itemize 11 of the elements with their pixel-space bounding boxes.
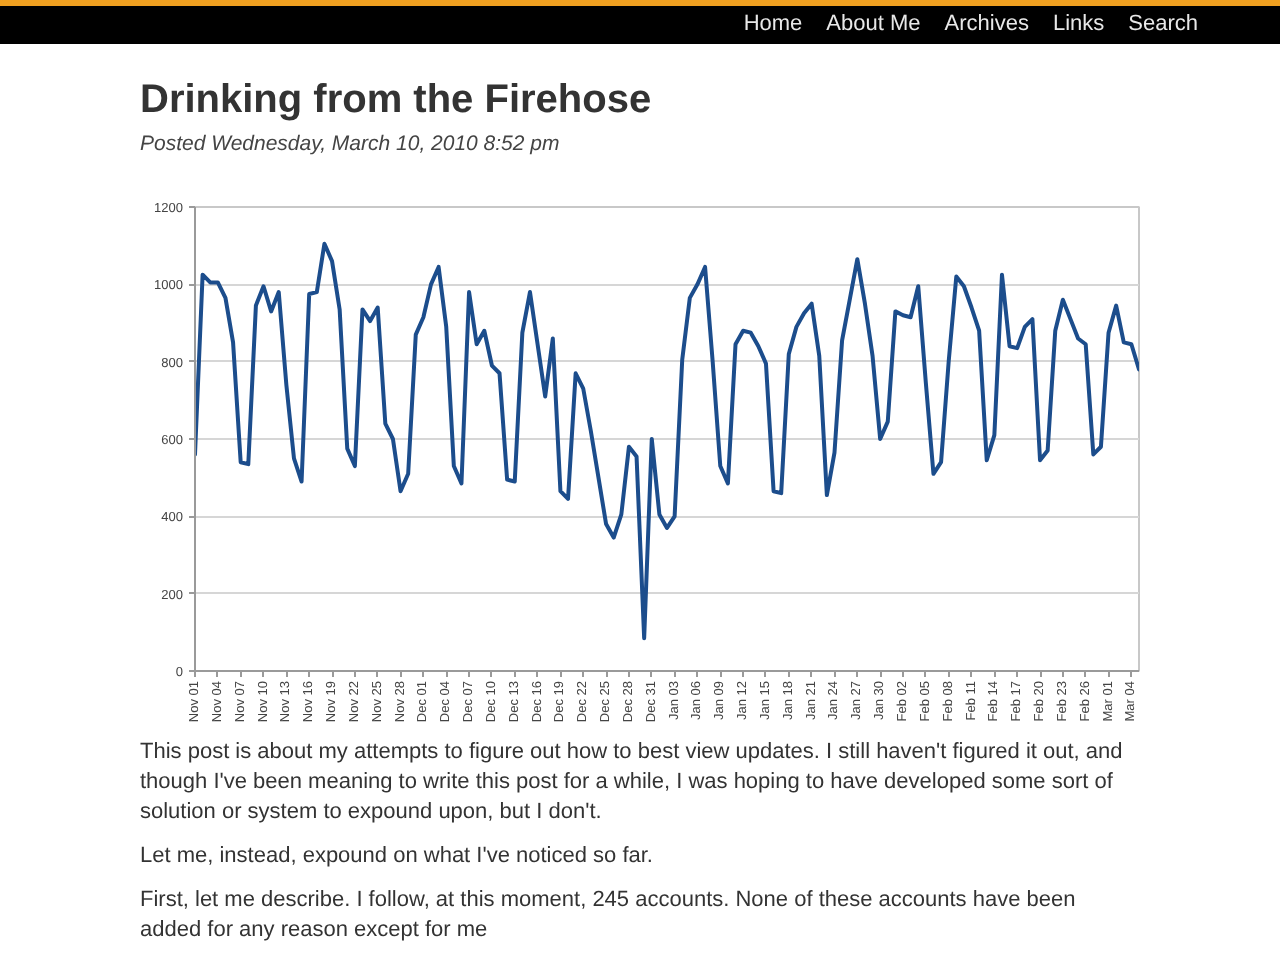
- text: About Me: [826, 9, 921, 40]
- text: First, let me describe. I follow, at this moment, 245 accounts. None of these accounts have been added for any reason except for me: [140, 886, 1078, 946]
- text: Search: [1128, 9, 1198, 40]
- text: Links: [1052, 9, 1105, 40]
- chart-title: Drinking from the Firehose: [140, 76, 652, 126]
- text: Archives: [944, 9, 1029, 40]
- text: Home: [743, 9, 803, 40]
- text: Let me, instead, expound on what I've noticed so far.: [140, 842, 655, 872]
- line-series: [195, 241, 1139, 641]
- chart-subtitle: Posted Wednesday, March 10, 2010 8:52 pm: [140, 130, 560, 160]
- text: This post is about my attempts to figure out how to best view updates. I still haven't figured it out, and though I've been meaning to write this post for a while, I was hoping to have developed some sort of solution or system to expound upon, but I don't.: [140, 738, 1125, 828]
